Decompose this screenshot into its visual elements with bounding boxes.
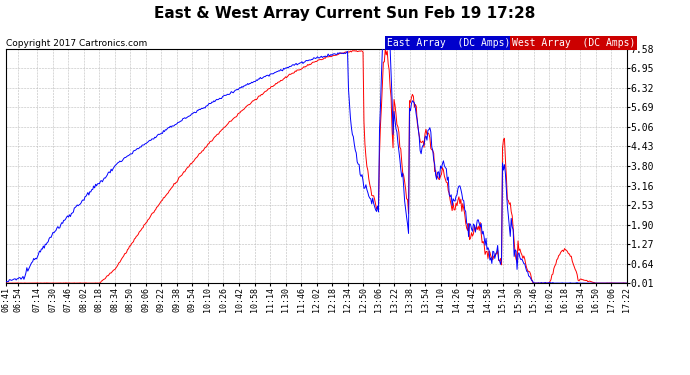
Text: East Array  (DC Amps): East Array (DC Amps) [388,38,511,48]
Text: Copyright 2017 Cartronics.com: Copyright 2017 Cartronics.com [6,39,147,48]
Text: East & West Array Current Sun Feb 19 17:28: East & West Array Current Sun Feb 19 17:… [155,6,535,21]
Text: West Array  (DC Amps): West Array (DC Amps) [511,38,635,48]
